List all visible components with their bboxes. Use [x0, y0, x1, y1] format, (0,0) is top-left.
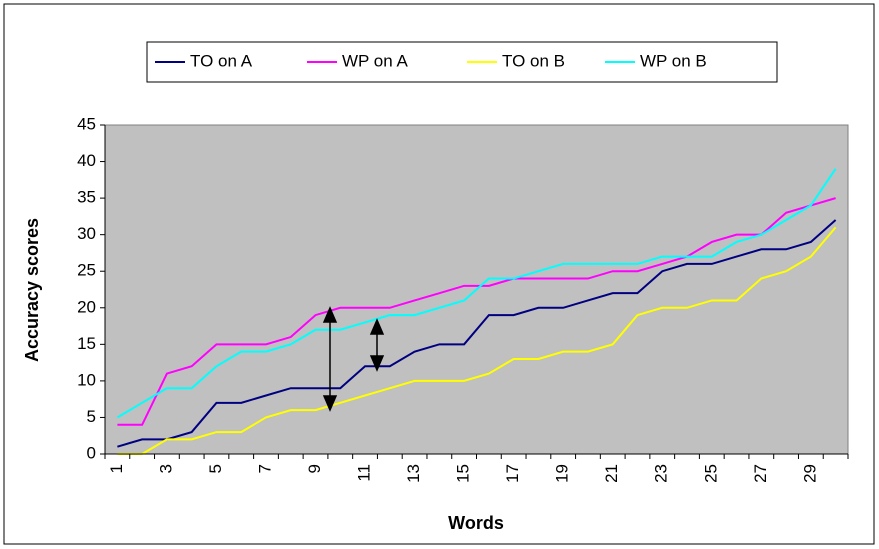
arrowhead: [369, 355, 385, 372]
legend-label: TO on B: [502, 51, 565, 70]
legend-label: WP on A: [342, 51, 408, 70]
y-tick-label: 30: [77, 224, 96, 243]
x-tick-label: 11: [355, 464, 374, 482]
x-tick-label: 29: [800, 464, 819, 483]
series-line: [117, 197, 836, 426]
y-tick-label: 20: [77, 297, 96, 316]
y-tick-label: 25: [77, 261, 96, 280]
legend-box: [146, 41, 778, 83]
y-tick-label: 35: [77, 188, 96, 207]
x-tick-label: 3: [156, 464, 175, 473]
y-tick-label: 10: [77, 370, 96, 389]
legend-label: WP on B: [640, 51, 707, 70]
x-tick-label: 7: [255, 464, 274, 473]
y-tick-label: 5: [87, 407, 96, 426]
legend-label: TO on A: [190, 51, 253, 70]
x-tick-label: 25: [701, 464, 720, 483]
annotation-arrows: [322, 306, 385, 412]
x-tick-label: 5: [206, 464, 225, 473]
x-tick-label: 15: [454, 464, 473, 483]
x-tick-label: 23: [652, 464, 671, 483]
x-tick-label: 9: [305, 464, 324, 473]
series-line: [117, 219, 837, 448]
arrowhead: [369, 318, 385, 335]
y-tick-label: 0: [87, 443, 96, 462]
series-layer: [116, 168, 837, 455]
x-tick-label: 17: [503, 464, 522, 483]
arrowhead: [322, 395, 338, 412]
y-tick-label: 45: [77, 114, 96, 133]
y-tick-label: 15: [77, 334, 96, 353]
series-line: [117, 226, 837, 455]
x-tick-label: 13: [404, 464, 423, 483]
x-axis-title: Words: [448, 513, 504, 533]
x-tick-label: 27: [751, 464, 770, 483]
y-tick-label: 40: [77, 151, 96, 170]
x-tick-label: 19: [553, 464, 572, 483]
x-tick-label: 21: [602, 464, 621, 483]
x-tick-label: 1: [107, 464, 126, 473]
series-line: [116, 168, 837, 419]
y-axis-title: Accuracy scores: [22, 218, 42, 362]
arrowhead: [322, 306, 338, 323]
